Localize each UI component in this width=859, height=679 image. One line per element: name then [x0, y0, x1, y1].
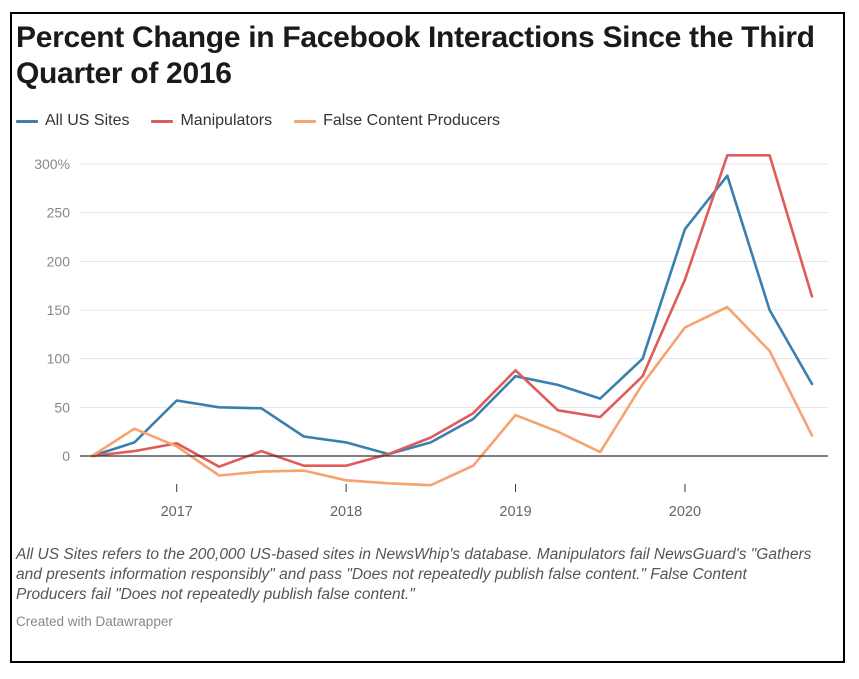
series-line-false-content-producers: [90, 305, 814, 487]
legend-swatch-manipulators: [151, 119, 174, 123]
series-line-all-us-sites: [90, 174, 814, 458]
chart-legend: All US Sites Manipulators False Content …: [16, 112, 522, 130]
x-axis-ticks: 2017 2018 2019 2020: [161, 484, 701, 520]
legend-item-all-us-sites: All US Sites: [16, 112, 129, 130]
y-tick-label: 100: [47, 351, 71, 367]
chart-title: Percent Change in Facebook Interactions …: [16, 21, 815, 90]
x-tick-label: 2020: [669, 504, 701, 520]
series-line-manipulators: [90, 154, 814, 469]
x-tick-label: 2017: [161, 504, 193, 520]
x-tick-label: 2019: [499, 504, 531, 520]
legend-item-false-content-producers: False Content Producers: [294, 112, 500, 130]
chart-footnote: All US Sites refers to the 200,000 US-ba…: [16, 546, 812, 603]
y-tick-label: 0: [62, 448, 70, 464]
y-tick-label: 150: [47, 302, 71, 318]
legend-label-all-us-sites: All US Sites: [45, 112, 130, 129]
y-tick-label: 200: [47, 253, 71, 269]
legend-item-manipulators: Manipulators: [151, 112, 272, 130]
chart-frame: [10, 12, 845, 663]
legend-swatch-all-us-sites: [16, 119, 38, 123]
grid-layer: [80, 163, 828, 408]
legend-label-false-content-producers: False Content Producers: [323, 112, 501, 129]
line-chart: 0 50 100 150 200 250 300% 2017 2018 2019 2020: [34, 154, 828, 520]
series-layer: [80, 154, 828, 487]
y-tick-label: 250: [47, 205, 71, 221]
y-tick-label: 300%: [34, 156, 70, 172]
y-tick-label: 50: [54, 399, 70, 415]
legend-swatch-false-content-producers: [294, 119, 317, 123]
chart-credit: Created with Datawrapper: [16, 614, 173, 629]
legend-label-manipulators: Manipulators: [180, 112, 273, 129]
x-tick-label: 2018: [330, 504, 362, 520]
y-axis-ticks: 0 50 100 150 200 250 300%: [34, 156, 70, 464]
